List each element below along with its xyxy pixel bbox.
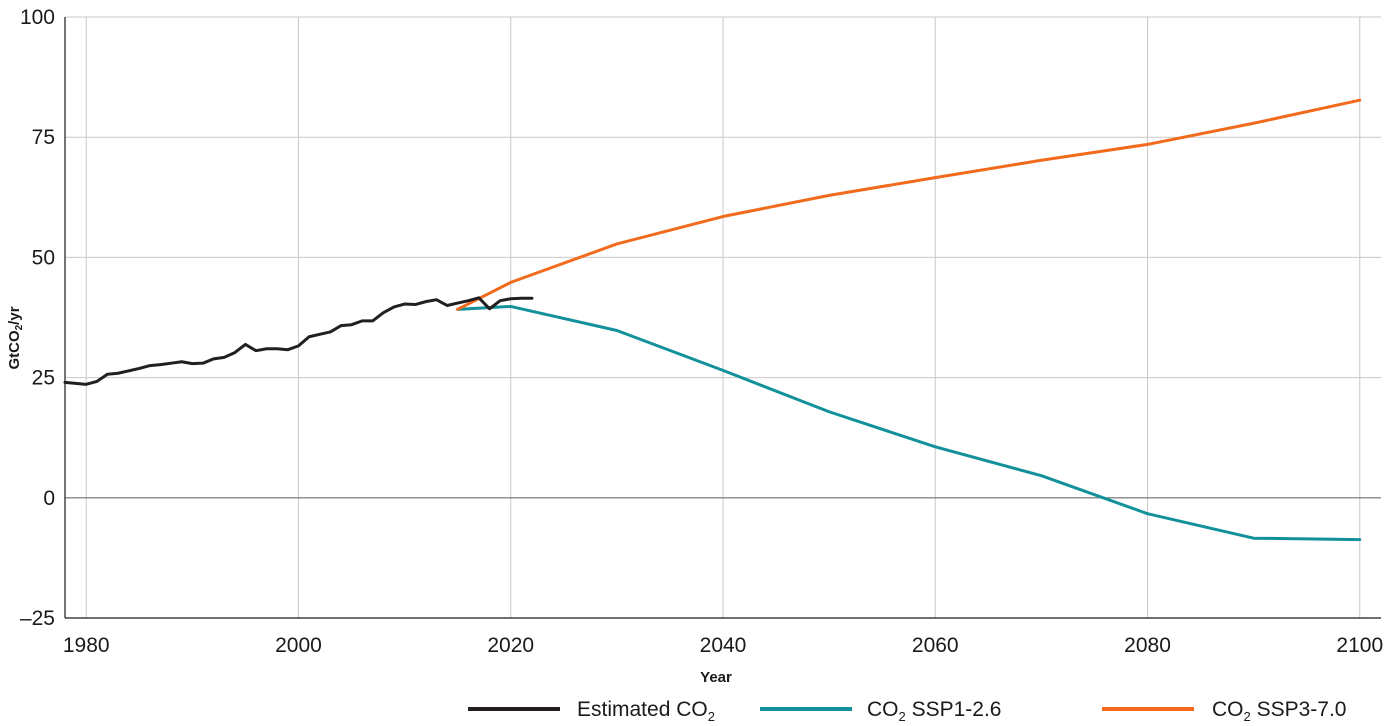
legend-label-tail-1: SSP1-2.6 (906, 698, 1002, 721)
legend-label-main-2: CO (1212, 698, 1244, 721)
y-axis-title: GtCO2/yr (6, 306, 25, 369)
y-tick-5: –25 (20, 607, 55, 630)
y-tick-labels: 100 75 50 25 0 –25 (20, 6, 55, 630)
x-tick-2080: 2080 (1124, 634, 1171, 657)
y-axis-title-sub: 2 (14, 324, 25, 330)
legend-item-0: Estimated CO2 (468, 698, 715, 724)
legend-label-main-0: Estimated CO (577, 698, 708, 721)
legend-label-2: CO2 SSP3-7.0 (1212, 698, 1346, 724)
grid-lines (65, 16, 1381, 618)
x-tick-2000: 2000 (275, 634, 322, 657)
y-tick-4: 0 (43, 487, 55, 510)
legend: Estimated CO2 CO2 SSP1-2.6 CO2 SSP3-7.0 (468, 698, 1346, 724)
legend-label-0: Estimated CO2 (577, 698, 715, 724)
series-estimated (63, 296, 534, 386)
x-tick-2040: 2040 (700, 634, 747, 657)
series-ssp1-26 (456, 304, 1362, 542)
y-tick-1: 75 (32, 126, 55, 149)
legend-label-sub-1: 2 (899, 709, 906, 724)
x-tick-1980: 1980 (63, 634, 110, 657)
x-axis-title: Year (700, 669, 732, 686)
x-tick-2100: 2100 (1336, 634, 1383, 657)
y-tick-2: 50 (32, 246, 55, 269)
legend-label-sub-0: 2 (708, 709, 715, 724)
series-layer (63, 98, 1362, 542)
y-tick-0: 100 (20, 6, 55, 29)
plot-frame (64, 17, 1381, 619)
x-tick-2020: 2020 (487, 634, 534, 657)
legend-item-1: CO2 SSP1-2.6 (760, 698, 1001, 724)
y-tick-3: 25 (32, 367, 55, 390)
x-tick-2060: 2060 (912, 634, 959, 657)
legend-label-tail-2: SSP3-7.0 (1251, 698, 1347, 721)
legend-item-2: CO2 SSP3-7.0 (1102, 698, 1346, 724)
series-ssp3-70 (456, 98, 1362, 311)
y-axis-title-main: GtCO (6, 330, 23, 369)
y-axis-title-tail: /yr (6, 306, 23, 325)
legend-label-1: CO2 SSP1-2.6 (867, 698, 1001, 724)
legend-label-main-1: CO (867, 698, 899, 721)
x-tick-labels: 1980 2000 2020 2040 2060 2080 2100 (63, 634, 1383, 657)
legend-label-sub-2: 2 (1244, 709, 1251, 724)
